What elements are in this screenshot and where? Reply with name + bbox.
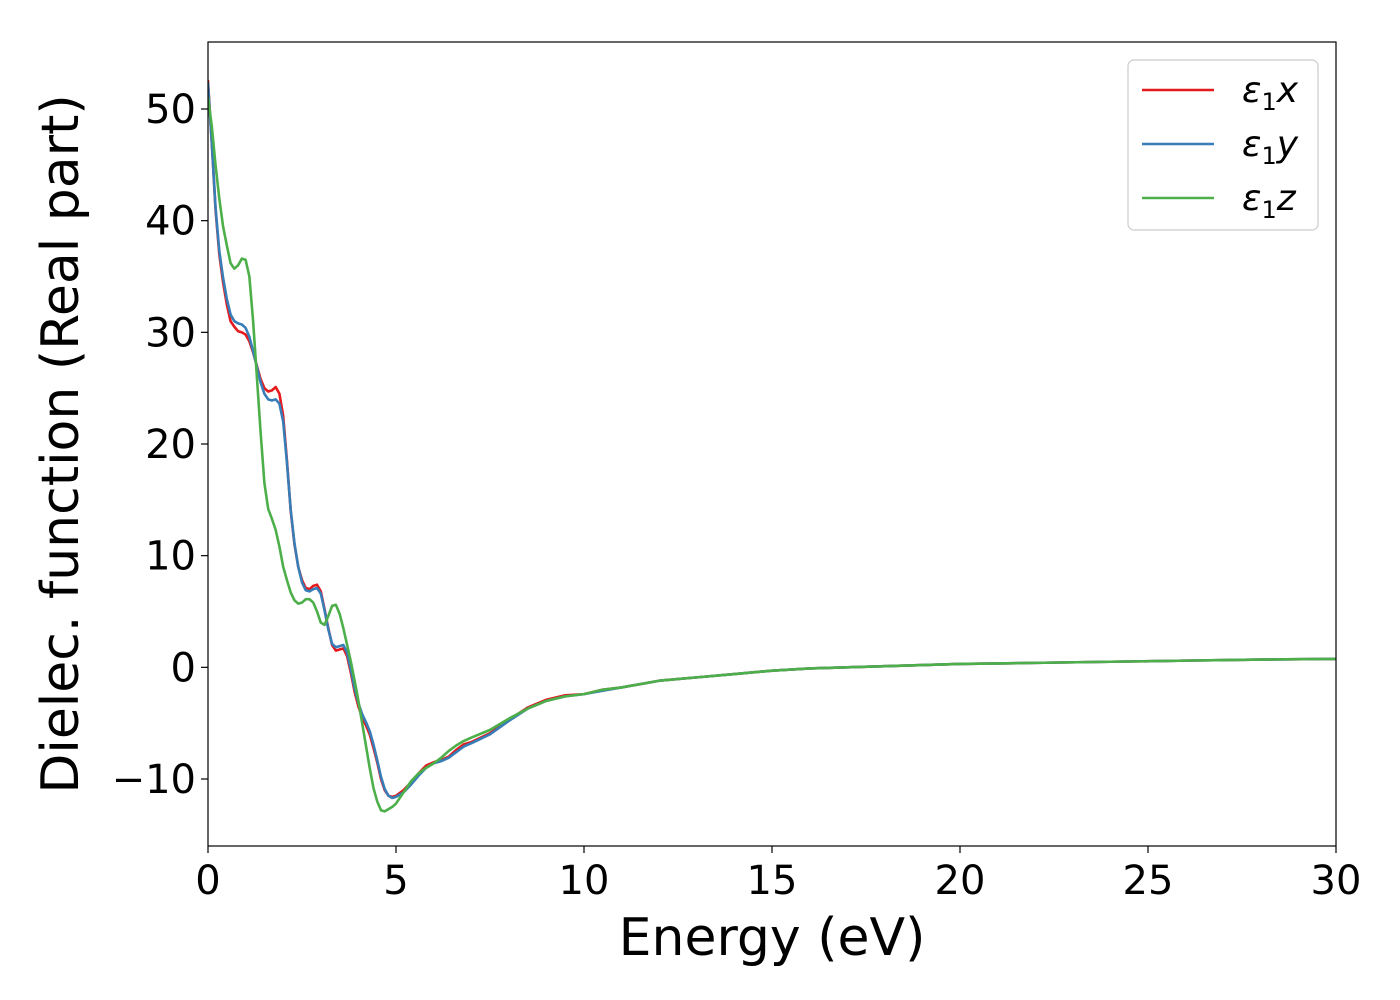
- y-tick-label: 30: [145, 310, 196, 356]
- ticks-layer: 0 5 10 15 20 25 30 −10 0 10 20 30 40 50: [112, 87, 1362, 904]
- y-tick-label: 50: [145, 87, 196, 133]
- x-tick-label: 30: [1311, 858, 1362, 904]
- y-tick-label: 40: [145, 199, 196, 245]
- x-tick-label: 25: [1123, 858, 1174, 904]
- y-tick-label: 20: [145, 422, 196, 468]
- legend-label-x: ε1x: [1242, 70, 1299, 116]
- y-axis-title: Dielec. function (Real part): [31, 94, 91, 793]
- legend-box: [1127, 59, 1319, 231]
- series-line-z: [208, 96, 1336, 813]
- x-tick-label: 20: [935, 858, 986, 904]
- x-tick-label: 10: [559, 858, 610, 904]
- legend-label-z: ε1z: [1242, 178, 1297, 224]
- x-tick-label: 0: [195, 858, 220, 904]
- legend: ε1x ε1y ε1z: [1127, 59, 1319, 231]
- x-tick-label: 5: [383, 858, 408, 904]
- x-axis-title: Energy (eV): [619, 908, 926, 968]
- y-tick-label: 10: [145, 534, 196, 580]
- series-layer: [208, 79, 1336, 813]
- y-tick-label: 0: [171, 645, 196, 691]
- y-tick-label: −10: [112, 757, 196, 803]
- legend-label-y: ε1y: [1242, 124, 1299, 170]
- x-tick-label: 15: [747, 858, 798, 904]
